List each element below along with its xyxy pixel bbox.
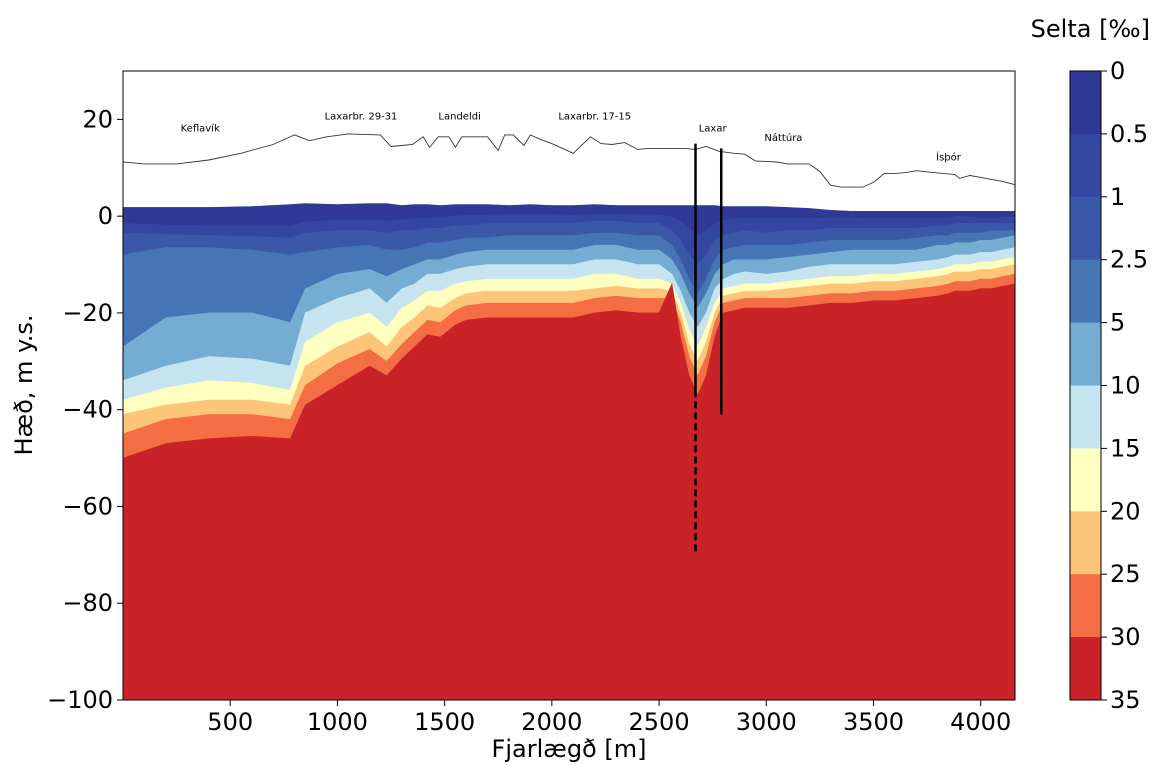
colorbar-segment bbox=[1070, 322, 1101, 386]
location-label: Náttúra bbox=[764, 132, 802, 144]
colorbar-segment bbox=[1070, 71, 1101, 135]
colorbar-tick-label: 15 bbox=[1110, 434, 1141, 462]
colorbar-segment bbox=[1070, 511, 1101, 575]
x-axis-label: Fjarlægð [m] bbox=[492, 735, 647, 763]
y-tick-label: −80 bbox=[62, 589, 113, 617]
salinity-bands bbox=[123, 203, 1015, 700]
colorbar-tick-label: 20 bbox=[1110, 497, 1141, 525]
colorbar-segment bbox=[1070, 196, 1101, 261]
x-tick-label: 3000 bbox=[736, 708, 797, 736]
colorbar-tick-label: 0 bbox=[1110, 57, 1125, 85]
wells bbox=[694, 143, 723, 553]
y-tick-label: −100 bbox=[47, 686, 113, 714]
colorbar-tick-label: 2.5 bbox=[1110, 246, 1148, 274]
location-label: Laxar bbox=[699, 123, 728, 134]
x-tick-label: 1500 bbox=[414, 708, 475, 736]
location-label: Laxarbr. 17-15 bbox=[558, 111, 631, 122]
colorbar-segment bbox=[1070, 574, 1101, 638]
x-tick-label: 2500 bbox=[629, 708, 690, 736]
plot-frame bbox=[122, 70, 1016, 701]
colorbar-tick-label: 30 bbox=[1110, 623, 1141, 651]
x-tick-label: 3500 bbox=[843, 708, 904, 736]
x-axis-ticks: 500 1000 1500 2000 2500 3000 3500 4000 bbox=[207, 700, 1011, 736]
location-label: Landeldi bbox=[438, 111, 480, 122]
colorbar-segment bbox=[1070, 448, 1101, 512]
colorbar-tick-label: 25 bbox=[1110, 560, 1141, 588]
ground-surface-line bbox=[123, 133, 1015, 188]
y-tick-label: −40 bbox=[62, 396, 113, 424]
colorbar-segment bbox=[1070, 259, 1101, 324]
y-tick-label: −20 bbox=[62, 299, 113, 327]
y-axis-ticks: 20 0 −20 −40 −60 −80 −100 bbox=[47, 105, 123, 714]
colorbar-tick-label: 1 bbox=[1110, 183, 1125, 211]
colorbar-segment bbox=[1070, 637, 1101, 701]
location-label: Keflavík bbox=[181, 122, 220, 134]
y-tick-label: 0 bbox=[98, 202, 113, 230]
x-tick-label: 1000 bbox=[307, 708, 368, 736]
y-tick-label: 20 bbox=[82, 105, 113, 133]
location-label: Ísþór bbox=[936, 151, 962, 164]
colorbar-tick-label: 35 bbox=[1110, 686, 1141, 714]
x-tick-label: 500 bbox=[207, 708, 253, 736]
y-tick-label: −60 bbox=[62, 492, 113, 520]
location-labels: Keflavík Laxarbr. 29-31 Landeldi Laxarbr. 1… bbox=[181, 111, 962, 163]
colorbar-tick-label: 10 bbox=[1110, 372, 1141, 400]
x-tick-label: 2000 bbox=[521, 708, 582, 736]
y-axis-label: Hæð, m y.s. bbox=[10, 314, 38, 455]
colorbar-segment bbox=[1070, 133, 1101, 198]
salinity-band-9 bbox=[123, 282, 1015, 700]
colorbar: 0 0.5 1 2.5 5 10 15 20 25 30 35 bbox=[1069, 57, 1148, 714]
colorbar-tick-label: 0.5 bbox=[1110, 120, 1148, 148]
colorbar-tick-label: 5 bbox=[1110, 309, 1125, 337]
colorbar-segment bbox=[1070, 385, 1101, 449]
x-tick-label: 4000 bbox=[950, 708, 1011, 736]
colorbar-title: Selta [‰] bbox=[1031, 15, 1150, 43]
location-label: Laxarbr. 29-31 bbox=[325, 111, 398, 122]
